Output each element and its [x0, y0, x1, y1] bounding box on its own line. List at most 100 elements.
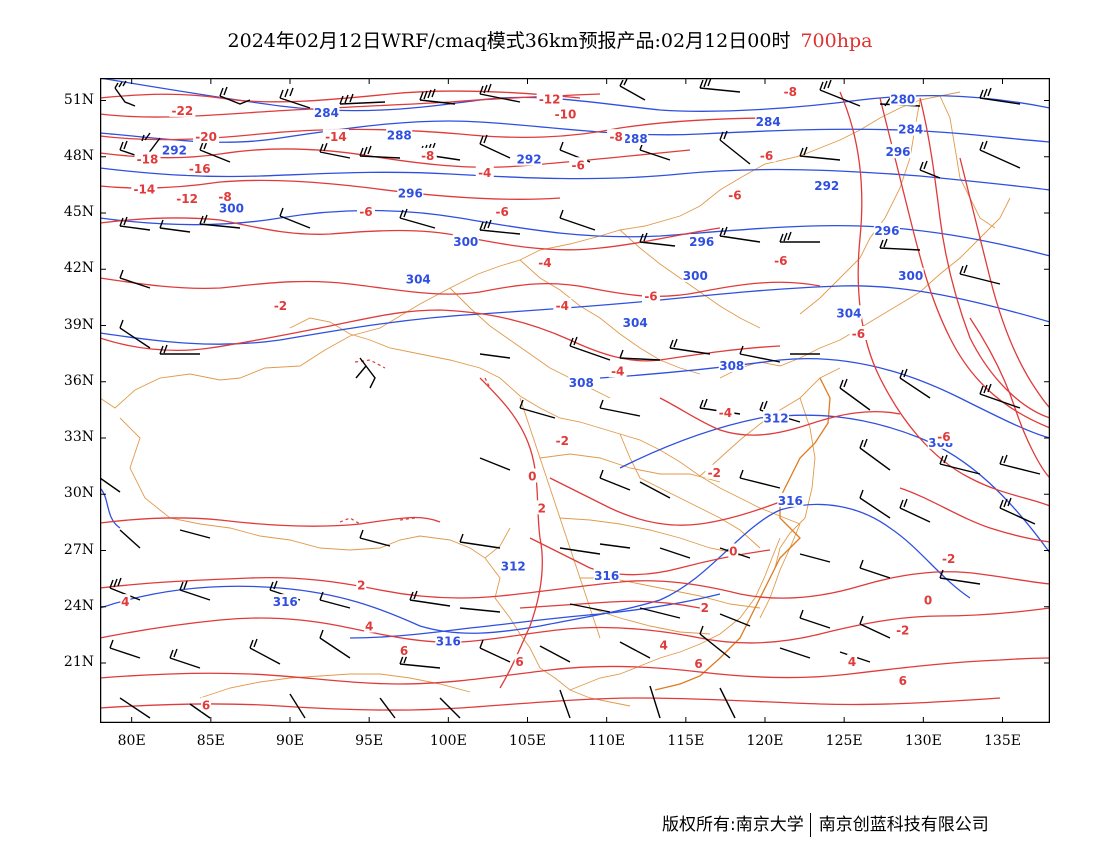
longitude-label: 85E	[196, 733, 225, 749]
wind-barb	[189, 703, 211, 719]
height-contour-label-bg	[397, 185, 424, 200]
wind-barb	[100, 477, 121, 493]
wind-barb	[669, 338, 711, 355]
height-contour-label: 288	[623, 132, 648, 146]
wind-barb	[699, 78, 741, 93]
wind-barb	[979, 383, 1021, 409]
wind-barb	[599, 543, 631, 549]
temperature-contour-label-bg	[169, 102, 196, 117]
temperature-contour-label: -8	[609, 130, 622, 144]
height-contour-label-bg	[622, 314, 649, 329]
wind-barb	[799, 146, 841, 161]
wind-barb	[319, 629, 351, 659]
wind-barb	[979, 140, 1021, 169]
height-contour-label: 308	[719, 359, 744, 373]
temperature-contour-label: -22	[171, 104, 193, 118]
temperature-contour-label: 4	[659, 638, 667, 652]
longitude-label: 80E	[117, 733, 146, 749]
wind-barb	[179, 580, 211, 601]
height-contour-label-bg	[313, 104, 340, 119]
height-contour-label-bg	[435, 633, 462, 648]
longitude-label: 120E	[746, 733, 784, 749]
height-contour-label: 300	[683, 269, 708, 283]
wind-barb	[719, 613, 751, 627]
wind-barb	[279, 207, 311, 229]
temperature-contour-label: -4	[538, 256, 551, 270]
wind-barb	[719, 130, 751, 165]
temperature-contour-label-bg	[174, 191, 201, 205]
wind-barb	[319, 591, 351, 609]
wind-barb	[479, 219, 521, 235]
temperature-contour-label-bg	[642, 288, 660, 303]
longitude-label: 105E	[509, 733, 546, 749]
temperature-contour-label-bg	[475, 164, 494, 179]
map-frame	[100, 78, 1050, 723]
wind-barb	[109, 577, 141, 601]
temperature-contour-label-bg	[536, 500, 547, 515]
temperature-contour-label: -6	[571, 158, 584, 172]
wind-barb	[699, 625, 731, 659]
temperature-contour-label-bg	[893, 622, 912, 637]
height-contour-label: 296	[885, 145, 910, 159]
latitude-label: 21N	[63, 654, 94, 670]
wind-barb	[859, 615, 891, 639]
wind-barb	[559, 689, 571, 719]
longitude-label: 115E	[667, 733, 705, 749]
wind-barb	[479, 83, 521, 103]
wind-barb	[119, 529, 141, 549]
wind-barb	[479, 134, 511, 159]
wind-barb	[519, 399, 556, 419]
temperature-contour-label-bg	[897, 672, 908, 687]
wind-barb	[199, 214, 241, 229]
temperature-contour-label-bg	[536, 91, 563, 106]
temperature-contour-label: 0	[729, 545, 737, 559]
temperature-contour-label: -6	[644, 290, 657, 304]
height-contour-label: 280	[890, 93, 915, 107]
wind-barb	[719, 687, 736, 719]
wind-barb	[479, 639, 511, 663]
wind-barb	[859, 559, 891, 579]
wind-barb	[359, 145, 401, 159]
height-contour-label: 308	[569, 376, 594, 390]
wind-barb	[739, 345, 781, 363]
temperature-contour-label: -2	[896, 623, 909, 637]
height-contour-label: 312	[501, 560, 526, 574]
height-contour-label-bg	[161, 142, 188, 157]
temperature-contour-label-bg	[608, 363, 627, 378]
wind-barb	[979, 87, 1021, 105]
latitude-label: 48N	[63, 147, 94, 164]
longitude-label: 110E	[588, 733, 626, 749]
wind-barb	[114, 80, 136, 107]
height-contour-label-bg	[568, 374, 595, 389]
temperature-contour-label: 6	[202, 698, 210, 712]
temperature-contour-label-bg	[757, 147, 776, 162]
temperature-contour-label-bg	[356, 577, 367, 592]
height-contour-label: 300	[453, 235, 478, 249]
temperature-contour-label-bg	[771, 252, 790, 267]
temperature-contour-label: -2	[942, 552, 955, 566]
wind-barb	[739, 469, 781, 489]
longitude-label: 100E	[429, 733, 467, 749]
temperature-contour-label: -6	[359, 205, 372, 219]
temperature-contour-label-bg	[527, 468, 538, 483]
temperature-contour-label-bg	[693, 656, 704, 670]
wind-barb	[819, 79, 861, 107]
temperature-contour-label: -6	[852, 327, 865, 341]
wind-barb	[619, 641, 651, 659]
wind-barb	[359, 529, 391, 547]
map-title-text: 2024年02月12日WRF/cmaq模式36km预报产品:02月12日00时	[227, 30, 791, 52]
temperature-contour-label-bg	[216, 189, 235, 204]
height-contour-label: 292	[162, 143, 187, 157]
height-contour-label: 296	[398, 186, 423, 200]
temperature-contour-label: -6	[728, 188, 741, 202]
wind-barb	[459, 533, 501, 549]
temperature-contour-label: -6	[774, 254, 787, 268]
temperature-contour-label: -2	[556, 434, 569, 448]
wind-barb	[119, 269, 151, 289]
temperature-contour-label-bg	[939, 551, 958, 565]
height-contour-label-bg	[718, 357, 745, 372]
latitude-label: 45N	[63, 204, 94, 220]
wind-barb	[779, 647, 811, 659]
wind-barb	[919, 160, 941, 179]
height-contour-label: 316	[594, 569, 619, 583]
